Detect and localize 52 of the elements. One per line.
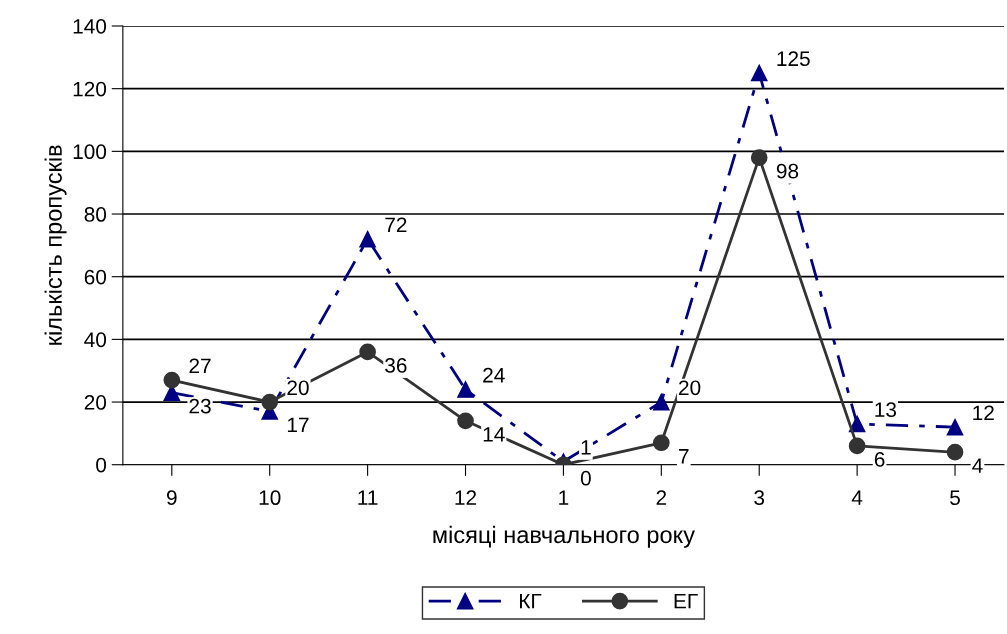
data-label: 0 bbox=[580, 470, 591, 486]
x-tick-label: 11 bbox=[358, 490, 378, 505]
data-label: 14 bbox=[483, 427, 505, 442]
y-tick-label: 120 bbox=[73, 81, 107, 97]
point bbox=[750, 64, 768, 82]
legend-label: ЕГ bbox=[674, 594, 698, 609]
y-tick-label: 60 bbox=[84, 269, 107, 285]
data-label: 12 bbox=[973, 405, 994, 420]
point bbox=[652, 434, 670, 452]
data-label: 27 bbox=[189, 358, 211, 373]
point bbox=[163, 371, 181, 389]
point bbox=[359, 343, 376, 361]
y-axis-title: кількість пропусків bbox=[44, 145, 67, 345]
y-tick-label: 100 bbox=[73, 144, 107, 160]
data-label: 13 bbox=[875, 402, 897, 418]
point bbox=[652, 393, 670, 411]
data-label: 20 bbox=[287, 380, 309, 396]
x-axis-title: місяці навчального року bbox=[433, 525, 695, 548]
data-label: 98 bbox=[776, 163, 799, 179]
data-label: 6 bbox=[874, 452, 885, 467]
data-label: 72 bbox=[385, 217, 407, 232]
data-label: 36 bbox=[385, 358, 407, 373]
y-tick-label: 20 bbox=[84, 395, 107, 410]
point bbox=[261, 393, 279, 411]
point bbox=[457, 412, 474, 430]
data-label: 17 bbox=[287, 417, 309, 433]
data-label: 125 bbox=[777, 51, 810, 67]
data-label: 20 bbox=[679, 380, 701, 396]
y-tick-label: 0 bbox=[96, 457, 107, 473]
x-tick-label: 3 bbox=[754, 490, 765, 506]
x-tick-label: 10 bbox=[259, 490, 281, 506]
point bbox=[457, 381, 474, 398]
x-tick-label: 12 bbox=[455, 490, 477, 505]
point bbox=[946, 443, 964, 461]
y-tick-label: 80 bbox=[84, 207, 107, 222]
legend-label: КГ bbox=[519, 594, 542, 609]
point bbox=[848, 437, 866, 455]
data-label: 7 bbox=[679, 449, 689, 464]
point bbox=[359, 230, 376, 248]
y-tick-label: 140 bbox=[73, 19, 107, 34]
x-tick-label: 5 bbox=[950, 490, 960, 506]
point bbox=[946, 418, 964, 436]
data-label: 1 bbox=[581, 440, 591, 455]
x-tick-label: 1 bbox=[559, 490, 569, 505]
data-label: 23 bbox=[189, 398, 211, 414]
y-tick-label: 40 bbox=[84, 332, 107, 348]
point bbox=[750, 149, 768, 166]
x-tick-label: 2 bbox=[656, 490, 667, 505]
x-tick-label: 9 bbox=[166, 490, 177, 506]
data-label: 4 bbox=[972, 458, 983, 473]
x-tick-label: 4 bbox=[851, 490, 863, 505]
data-label: 24 bbox=[483, 367, 505, 383]
